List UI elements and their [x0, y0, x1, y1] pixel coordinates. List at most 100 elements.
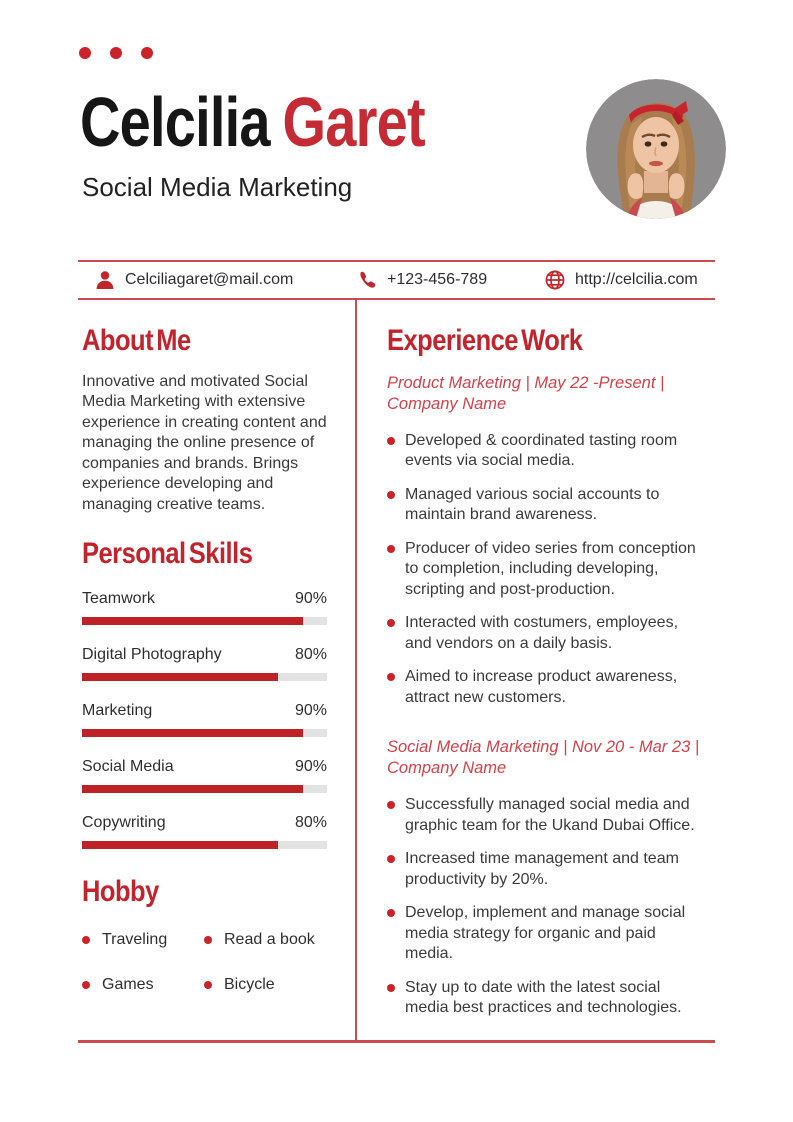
- job-entry: Product Marketing | May 22 -Present | Co…: [387, 373, 715, 709]
- experience-jobs: Product Marketing | May 22 -Present | Co…: [387, 373, 715, 1019]
- hobby-item: Traveling: [82, 931, 204, 949]
- contact-phone: +123-456-789: [356, 262, 487, 298]
- job-bullet: Successfully managed social media and gr…: [387, 795, 699, 836]
- job-bullet-text: Managed various social accounts to maint…: [405, 485, 660, 524]
- job-bullet-text: Developed & coordinated tasting room eve…: [405, 431, 678, 470]
- skill-progress-fill: [82, 840, 278, 849]
- hobby-item: Bicycle: [204, 976, 327, 994]
- bullet-icon: [387, 909, 395, 917]
- job-bullet: Develop, implement and manage social med…: [387, 903, 699, 965]
- right-column: Experience Work Product Marketing | May …: [357, 300, 715, 1040]
- skill-progress-track: [82, 728, 327, 737]
- content-columns: About Me Innovative and motivated Social…: [78, 300, 715, 1043]
- hobby-label: Traveling: [102, 931, 168, 948]
- contact-bar: Celciliagaret@mail.com +123-456-789: [78, 260, 715, 300]
- skill-item: Copywriting 80%: [82, 814, 327, 849]
- dot-icon: [141, 47, 153, 59]
- hobby-item: Games: [82, 976, 204, 994]
- job-title: Social Media Marketing: [82, 172, 353, 202]
- bullet-icon: [387, 436, 395, 445]
- job-bullet-text: Producer of video series from conception…: [405, 539, 696, 598]
- bullet-icon: [387, 544, 395, 553]
- last-name: Garet: [282, 83, 426, 161]
- job-entry: Social Media Marketing | Nov 20 - Mar 23…: [387, 737, 715, 1019]
- globe-icon: [544, 269, 566, 291]
- job-bullet: Producer of video series from conception…: [387, 539, 699, 601]
- experience-title: Experience Work: [387, 324, 583, 357]
- hobby-list: Traveling Read a book Games Bicycle: [82, 931, 327, 994]
- job-bullet-list: Successfully managed social media and gr…: [387, 795, 715, 1019]
- skill-progress-fill: [82, 616, 303, 625]
- bullet-icon: [204, 981, 212, 989]
- skill-label: Teamwork: [82, 589, 155, 607]
- bullet-icon: [387, 983, 395, 992]
- skill-item: Teamwork 90%: [82, 590, 327, 625]
- skill-percent: 80%: [294, 645, 327, 663]
- hobby-label: Bicycle: [224, 976, 275, 993]
- job-heading: Product Marketing | May 22 -Present | Co…: [387, 373, 665, 413]
- skill-percent: 80%: [294, 813, 327, 831]
- dot-icon: [79, 47, 91, 59]
- skill-progress-fill: [82, 728, 303, 737]
- hobby-label: Read a book: [224, 931, 315, 948]
- skill-label: Social Media: [82, 757, 174, 775]
- about-me-title: About Me: [82, 324, 191, 357]
- skill-progress-fill: [82, 672, 278, 681]
- person-icon: [94, 269, 116, 291]
- job-bullet: Increased time management and team produ…: [387, 849, 699, 890]
- hobby-label: Games: [102, 976, 154, 993]
- job-bullet-text: Aimed to increase product awareness, att…: [405, 668, 678, 706]
- job-bullet: Stay up to date with the latest social m…: [387, 978, 699, 1019]
- job-bullet: Developed & coordinated tasting room eve…: [387, 431, 699, 472]
- skill-label: Marketing: [82, 701, 153, 719]
- job-bullet-text: Interacted with costumers, employees, an…: [405, 614, 679, 652]
- skill-item: Digital Photography 80%: [82, 646, 327, 681]
- bullet-icon: [387, 673, 395, 681]
- skill-item: Marketing 90%: [82, 702, 327, 737]
- skill-percent: 90%: [294, 701, 327, 719]
- job-bullet-text: Successfully managed social media and gr…: [405, 796, 695, 834]
- skill-progress-track: [82, 784, 327, 793]
- person-name: Celcilia Garet: [80, 83, 426, 161]
- bullet-icon: [387, 619, 395, 627]
- contact-website[interactable]: http://celcilia.com: [544, 262, 698, 298]
- job-bullet-text: Increased time management and team produ…: [405, 850, 679, 888]
- job-bullet: Managed various social accounts to maint…: [387, 485, 699, 526]
- job-bullet-list: Developed & coordinated tasting room eve…: [387, 431, 715, 709]
- avatar: [586, 79, 726, 219]
- bullet-icon: [82, 981, 90, 989]
- bullet-icon: [204, 936, 212, 944]
- skill-progress-track: [82, 672, 327, 681]
- phone-icon: [356, 269, 378, 291]
- contact-phone-text: +123-456-789: [387, 271, 488, 288]
- bullet-icon: [387, 855, 395, 863]
- skill-item: Social Media 90%: [82, 758, 327, 793]
- skill-label: Copywriting: [82, 813, 166, 831]
- job-bullet-text: Stay up to date with the latest social m…: [405, 978, 682, 1017]
- first-name: Celcilia: [80, 83, 271, 161]
- job-bullet: Aimed to increase product awareness, att…: [387, 667, 699, 708]
- bullet-icon: [387, 801, 395, 809]
- bullet-icon: [82, 936, 90, 944]
- about-me-text: Innovative and motivated Social Media Ma…: [82, 372, 327, 513]
- skill-progress-fill: [82, 784, 303, 793]
- decorative-dots-icon: [79, 47, 153, 59]
- personal-skills-title: Personal Skills: [82, 537, 253, 570]
- left-column: About Me Innovative and motivated Social…: [78, 300, 357, 1040]
- contact-email[interactable]: Celciliagaret@mail.com: [94, 262, 293, 298]
- skill-percent: 90%: [294, 757, 327, 775]
- skills-list: Teamwork 90% Digital Photography 80% Mar…: [82, 590, 327, 849]
- contact-website-text: http://celcilia.com: [575, 271, 698, 288]
- bullet-icon: [387, 490, 395, 499]
- skill-progress-track: [82, 616, 327, 625]
- job-heading: Social Media Marketing | Nov 20 - Mar 23…: [387, 738, 700, 777]
- skill-label: Digital Photography: [82, 645, 222, 663]
- skill-percent: 90%: [294, 589, 327, 607]
- hobby-title: Hobby: [82, 874, 159, 908]
- contact-email-text: Celciliagaret@mail.com: [125, 271, 294, 288]
- dot-icon: [110, 47, 122, 59]
- profile-photo: [586, 79, 726, 219]
- job-bullet-text: Develop, implement and manage social med…: [405, 904, 686, 962]
- hobby-item: Read a book: [204, 931, 327, 949]
